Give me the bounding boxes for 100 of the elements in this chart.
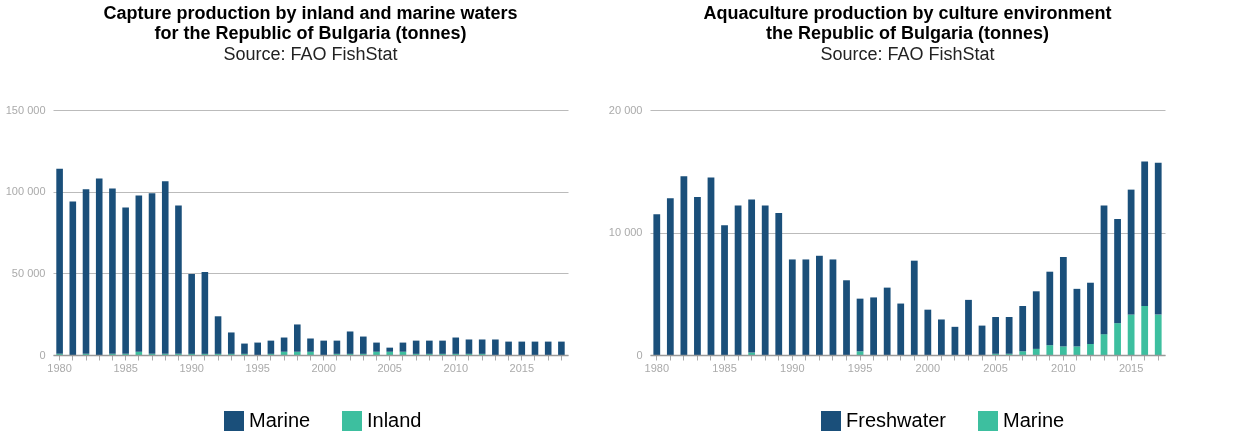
chart-subtitle: Source: FAO FishStat [820,44,995,64]
x-tick-label: 1995 [847,361,873,374]
y-tick-label: 20 000 [608,103,643,116]
x-tick-label: 1990 [780,361,805,374]
bar [95,178,103,355]
bar [843,280,850,355]
bar [802,259,810,355]
x-tick-label: 2000 [311,361,336,374]
bar [69,201,77,355]
bar [188,273,195,354]
bar [870,297,878,355]
bar [721,225,728,355]
bar [748,199,756,353]
bar [109,188,116,354]
bar [320,340,328,355]
bar [1019,351,1027,355]
chart-title: Aquaculture production by culture environment the Republic of Bulgaria (tonnes) [703,3,1112,43]
bar [267,340,275,354]
x-tick-label: 1985 [712,361,737,374]
bar [680,176,688,355]
bar [386,347,394,352]
x-tick-label: 2010 [443,361,468,374]
legend-label: Inland [367,409,422,431]
bar [910,260,918,355]
bar [412,340,420,354]
bar [307,351,314,355]
bar [992,317,999,354]
bar [897,303,905,355]
bar [1019,306,1027,352]
bar [148,193,156,354]
bar [293,324,301,352]
bar [465,339,473,354]
chart-title: Capture production by inland and marine waters for the Republic of Bulgaria (tonnes) [103,3,518,43]
bar [293,351,301,355]
bar [175,205,182,354]
bar [1046,345,1054,355]
bar [360,336,367,354]
bar [816,255,823,355]
bar [201,272,209,354]
x-tick-label: 2015 [509,361,535,374]
bar [241,343,248,354]
bar [1032,348,1040,355]
x-tick-label: 2015 [1118,361,1144,374]
bar [492,339,499,355]
bar [373,351,380,355]
y-tick-label: 10 000 [608,226,643,238]
bar [505,341,512,355]
bar [82,189,90,354]
x-tick-label: 2005 [377,361,402,374]
bar [518,341,526,355]
y-tick-label: 0 [636,348,643,361]
legend-label: Freshwater [846,409,947,431]
bar [761,205,769,355]
bar [775,212,783,355]
bar [1114,323,1121,355]
bar [346,331,354,354]
bar [307,338,314,352]
bar [373,342,380,352]
bar [227,332,235,354]
bar [1059,257,1067,347]
bar [788,259,796,355]
bar [856,351,864,355]
bar [1073,346,1081,355]
x-tick-label: 1985 [113,361,138,374]
bar [1046,271,1054,346]
bar [1154,162,1162,315]
bar [1141,306,1149,355]
bar [1087,282,1094,344]
bar [426,340,433,354]
x-tick-label: 1980 [47,361,72,374]
chart-subtitle: Source: FAO FishStat [223,44,398,64]
bar [439,340,446,354]
bar [694,196,701,355]
x-tick-label: 2010 [1051,361,1076,374]
bar [1032,291,1040,349]
bar [56,168,63,354]
x-tick-label: 2000 [915,361,941,374]
bar [1154,314,1162,355]
bar [333,340,341,354]
x-tick-label: 2005 [983,361,1008,374]
bar [1114,219,1121,324]
bar [1127,314,1135,355]
bar [666,198,674,355]
bar [478,339,486,354]
bar [1127,189,1135,315]
bar [1059,346,1067,355]
bar [653,214,661,355]
bar [1087,343,1094,355]
y-tick-label: 150 000 [5,103,46,116]
bar [1141,161,1149,306]
bar [214,316,222,354]
y-tick-label: 100 000 [5,185,46,198]
legend-label: Marine [1003,409,1065,431]
bar [965,299,972,355]
x-tick-label: 1995 [245,361,270,374]
bar [122,207,129,354]
x-tick-label: 1990 [179,361,204,374]
bar [135,195,143,352]
bar [452,337,460,354]
bar [937,319,945,355]
